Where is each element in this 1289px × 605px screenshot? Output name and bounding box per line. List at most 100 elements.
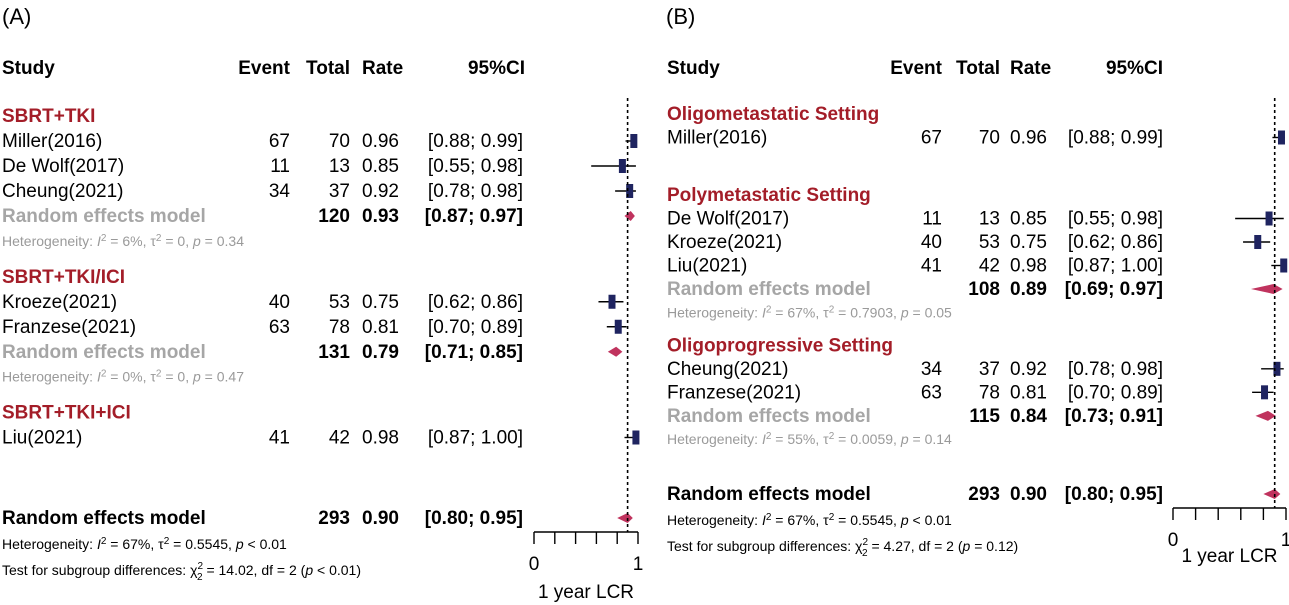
panel-label: (A) [2,4,31,29]
overall-heterogeneity: Heterogeneity: I2 = 67%, τ2 = 0.5545, p … [667,512,952,529]
study-total: 13 [979,209,1000,230]
study-rate: 0.81 [1010,382,1047,403]
study-event: 67 [269,131,290,152]
model-total: 131 [318,342,350,363]
study-marker [1277,130,1285,145]
x-tick-label: 1 [633,554,644,575]
model-label: Random effects model [667,406,871,427]
column-header-total: Total [306,58,350,79]
model-diamond [607,346,623,357]
column-header-ci: 95%CI [468,58,525,79]
model-total: 115 [969,406,1000,427]
study-event: 41 [269,428,290,449]
model-rate: 0.79 [362,342,399,363]
model-rate: 0.90 [362,508,399,529]
model-total: 293 [318,508,350,529]
study-marker [1254,235,1262,249]
study-marker [614,319,622,334]
column-header-rate: Rate [1010,58,1051,79]
model-rate: 0.84 [1010,406,1047,427]
study-marker [608,294,616,309]
column-header-ci: 95%CI [1106,58,1163,79]
study-rate: 0.96 [362,131,399,152]
subgroup-test: Test for subgroup differences: χ2 2 = 14.… [2,561,361,583]
study-name: Franzese(2021) [667,382,801,403]
model-label: Random effects model [2,206,206,227]
study-total: 53 [329,292,350,313]
study-name: De Wolf(2017) [667,209,789,230]
study-rate: 0.85 [1010,209,1047,230]
model-ci: [0.71; 0.85] [425,342,523,363]
study-total: 78 [979,382,1000,403]
study-rate: 0.75 [362,292,399,313]
subgroup-heading: SBRT+TKI/ICI [2,267,125,288]
study-ci: [0.78; 0.98] [1068,359,1163,380]
subgroup-heading: Polymetastatic Setting [667,185,871,206]
study-marker [1280,258,1288,273]
study-marker [618,159,626,173]
study-ci: [0.87; 1.00] [428,428,523,449]
x-tick-label: 0 [1168,530,1179,551]
study-event: 40 [269,292,290,313]
study-marker [1265,211,1273,226]
study-rate: 0.75 [1010,232,1047,253]
study-event: 40 [921,232,942,253]
x-axis-label: 1 year LCR [538,582,634,603]
column-header-total: Total [956,58,1000,79]
study-ci: [0.70; 0.89] [428,317,523,338]
study-total: 78 [329,317,350,338]
model-rate: 0.89 [1010,279,1047,300]
model-total: 108 [968,279,1000,300]
overall-diamond [1263,489,1281,499]
study-ci: [0.55; 0.98] [428,156,523,177]
study-rate: 0.96 [1010,128,1047,149]
study-event: 63 [269,317,290,338]
model-label: Random effects model [667,279,871,300]
subgroup-heading: Oligoprogressive Setting [667,335,893,356]
study-event: 41 [921,256,942,277]
model-ci: [0.80; 0.95] [1065,484,1163,505]
subgroup-test: Test for subgroup differences: χ2 2 = 4.2… [667,537,1018,559]
study-total: 37 [979,359,1000,380]
study-event: 11 [270,156,290,177]
column-header-study: Study [2,58,55,79]
study-ci: [0.62; 0.86] [428,292,523,313]
study-name: Kroeze(2021) [667,232,782,253]
model-ci: [0.80; 0.95] [425,508,523,529]
study-marker [632,430,640,445]
subgroup-heterogeneity: Heterogeneity: I2 = 67%, τ2 = 0.7903, p … [667,304,952,321]
overall-model-label: Random effects model [2,508,206,529]
study-total: 70 [979,128,1000,149]
study-total: 53 [979,232,1000,253]
model-diamond [624,211,635,221]
study-ci: [0.88; 0.99] [428,131,523,152]
study-marker [630,134,638,148]
study-marker [1261,385,1269,400]
model-total: 293 [968,484,1000,505]
study-event: 63 [921,382,942,403]
study-ci: [0.55; 0.98] [1068,209,1163,230]
model-diamond [1250,284,1283,294]
study-total: 37 [329,181,350,202]
study-ci: [0.70; 0.89] [1068,382,1163,403]
x-tick-label: 1 [1281,530,1289,551]
subgroup-heading: Oligometastatic Setting [667,104,879,125]
model-total: 120 [318,206,350,227]
study-name: Liu(2021) [2,428,82,449]
column-header-event: Event [238,58,290,79]
study-rate: 0.92 [362,181,399,202]
study-ci: [0.78; 0.98] [428,181,523,202]
model-ci: [0.69; 0.97] [1065,279,1163,300]
model-rate: 0.90 [1010,484,1047,505]
overall-model-label: Random effects model [667,484,871,505]
overall-heterogeneity: Heterogeneity: I2 = 67%, τ2 = 0.5545, p … [2,536,287,553]
study-name: Miller(2016) [2,131,102,152]
subgroup-heterogeneity: Heterogeneity: I2 = 6%, τ2 = 0, p = 0.34 [2,232,244,249]
model-ci: [0.87; 0.97] [425,206,523,227]
study-ci: [0.62; 0.86] [1068,232,1163,253]
subgroup-heading: SBRT+TKI+ICI [2,403,131,424]
subgroup-heterogeneity: Heterogeneity: I2 = 0%, τ2 = 0, p = 0.47 [2,368,244,385]
study-total: 13 [329,156,350,177]
study-name: Cheung(2021) [2,181,123,202]
model-label: Random effects model [2,342,206,363]
